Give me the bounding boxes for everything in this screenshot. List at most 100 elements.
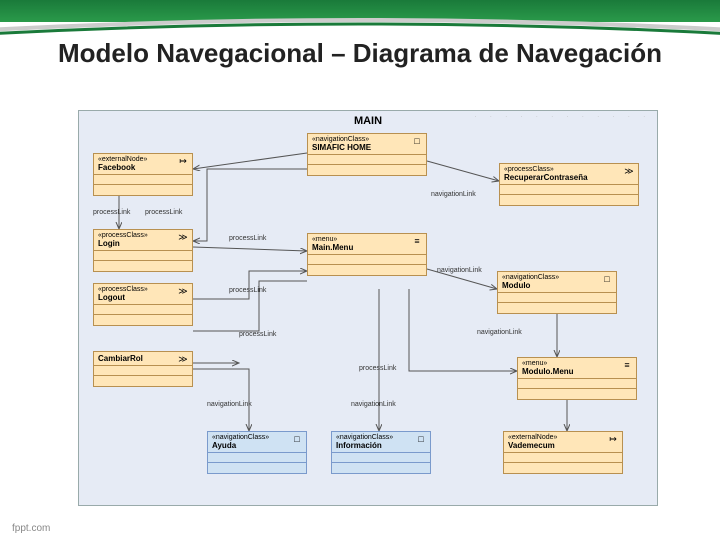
node-compartment [308, 255, 426, 265]
node-header: «processClass»Logout≫ [94, 284, 192, 305]
edge-simafic-facebook [193, 153, 307, 169]
edge-label: processLink [229, 235, 266, 242]
node-compartment [208, 463, 306, 473]
uml-node-login: «processClass»Login≫ [93, 229, 193, 272]
node-compartment [518, 389, 636, 399]
node-name: Main.Menu [312, 243, 422, 252]
edge-cambiar-ayuda [193, 369, 249, 431]
node-compartment [94, 261, 192, 271]
node-type-icon: □ [415, 434, 427, 444]
node-name: Modulo [502, 281, 612, 290]
diagram-container: . . . . . . . . . . . . MAIN «navigation… [78, 110, 658, 506]
node-compartment [308, 165, 426, 175]
node-stereotype: «externalNode» [98, 156, 188, 163]
node-compartment [94, 185, 192, 195]
node-compartment [498, 293, 616, 303]
node-header: «externalNode»Vademecum↦ [504, 432, 622, 453]
node-compartment [498, 303, 616, 313]
node-stereotype: «navigationClass» [502, 274, 612, 281]
edge-label: processLink [359, 365, 396, 372]
node-header: «navigationClass»Información□ [332, 432, 430, 453]
node-header: «menu»Main.Menu≡ [308, 234, 426, 255]
edge-login-mainmenu [193, 247, 307, 251]
uml-node-facebook: «externalNode»Facebook↦ [93, 153, 193, 196]
footer-brand: fppt.com [12, 523, 50, 534]
node-compartment [208, 453, 306, 463]
slide-title: Modelo Navegacional – Diagrama de Navega… [0, 38, 720, 69]
edge-simafic-login [193, 169, 307, 241]
edge-label: processLink [239, 331, 276, 338]
edge-label: navigationLink [351, 401, 396, 408]
node-stereotype: «externalNode» [508, 434, 618, 441]
node-type-icon: □ [411, 136, 423, 146]
uml-node-modulo: «navigationClass»Modulo□ [497, 271, 617, 314]
node-header: «navigationClass»SIMAFIC HOME□ [308, 134, 426, 155]
node-header: «menu»Modulo.Menu≡ [518, 358, 636, 379]
node-compartment [332, 463, 430, 473]
node-stereotype: «navigationClass» [212, 434, 302, 441]
node-compartment [94, 175, 192, 185]
uml-node-ayuda: «navigationClass»Ayuda□ [207, 431, 307, 474]
node-name: RecuperarContraseña [504, 173, 634, 182]
node-type-icon: □ [601, 274, 613, 284]
node-name: Vademecum [508, 441, 618, 450]
uml-node-simafic: «navigationClass»SIMAFIC HOME□ [307, 133, 427, 176]
node-header: «processClass»Login≫ [94, 230, 192, 251]
node-compartment [500, 195, 638, 205]
node-compartment [308, 265, 426, 275]
node-compartment [332, 453, 430, 463]
edge-label: processLink [229, 287, 266, 294]
node-header: «navigationClass»Modulo□ [498, 272, 616, 293]
uml-node-informacion: «navigationClass»Información□ [331, 431, 431, 474]
node-name: Ayuda [212, 441, 302, 450]
node-header: «externalNode»Facebook↦ [94, 154, 192, 175]
node-name: SIMAFIC HOME [312, 143, 422, 152]
node-header: «navigationClass»Ayuda□ [208, 432, 306, 453]
edge-label: processLink [93, 209, 130, 216]
node-stereotype: «processClass» [98, 232, 188, 239]
edge-logout-mainmenu [193, 271, 307, 299]
uml-node-recuperar: «processClass»RecuperarContraseña≫ [499, 163, 639, 206]
node-type-icon: ≫ [177, 286, 189, 296]
node-type-icon: ≡ [621, 360, 633, 370]
node-name: Información [336, 441, 426, 450]
node-stereotype: «navigationClass» [312, 136, 422, 143]
node-compartment [94, 366, 192, 376]
node-name: CambiarRol [98, 354, 188, 363]
edge-simafic-recuperar [427, 161, 499, 181]
node-type-icon: ↦ [177, 156, 189, 166]
edge-label: processLink [145, 209, 182, 216]
node-header: CambiarRol≫ [94, 352, 192, 366]
node-stereotype: «menu» [312, 236, 422, 243]
node-compartment [308, 155, 426, 165]
node-compartment [94, 251, 192, 261]
node-name: Logout [98, 293, 188, 302]
edge-label: navigationLink [477, 329, 522, 336]
node-stereotype: «processClass» [98, 286, 188, 293]
node-compartment [94, 376, 192, 386]
node-compartment [94, 315, 192, 325]
node-compartment [518, 379, 636, 389]
uml-node-vademecum: «externalNode»Vademecum↦ [503, 431, 623, 474]
edge-label: navigationLink [437, 267, 482, 274]
node-type-icon: ↦ [607, 434, 619, 444]
node-stereotype: «navigationClass» [336, 434, 426, 441]
node-type-icon: □ [291, 434, 303, 444]
node-stereotype: «menu» [522, 360, 632, 367]
node-compartment [504, 453, 622, 463]
uml-node-modulomenu: «menu»Modulo.Menu≡ [517, 357, 637, 400]
node-compartment [504, 463, 622, 473]
node-name: Modulo.Menu [522, 367, 632, 376]
main-package-label: MAIN [79, 115, 657, 127]
edge-label: navigationLink [207, 401, 252, 408]
node-name: Login [98, 239, 188, 248]
node-type-icon: ≫ [177, 232, 189, 242]
node-type-icon: ≫ [623, 166, 635, 176]
uml-node-cambiar: CambiarRol≫ [93, 351, 193, 387]
node-compartment [500, 185, 638, 195]
node-type-icon: ≡ [411, 236, 423, 246]
node-header: «processClass»RecuperarContraseña≫ [500, 164, 638, 185]
uml-node-mainmenu: «menu»Main.Menu≡ [307, 233, 427, 276]
uml-node-logout: «processClass»Logout≫ [93, 283, 193, 326]
edge-label: navigationLink [431, 191, 476, 198]
